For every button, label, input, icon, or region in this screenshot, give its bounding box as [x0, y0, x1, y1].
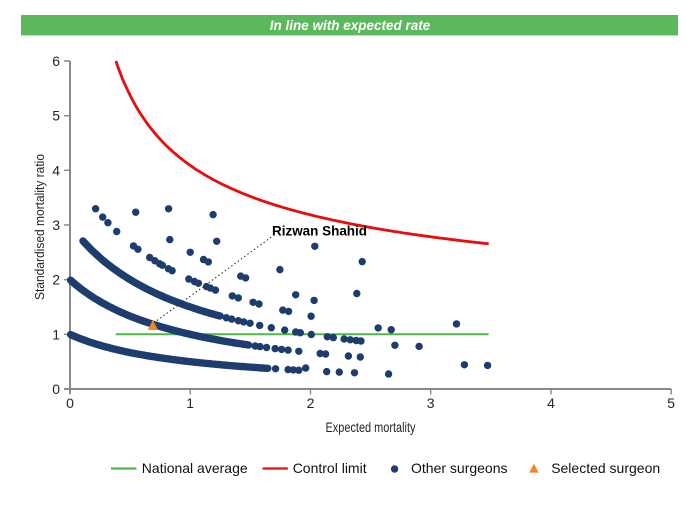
- svg-text:0: 0: [66, 395, 74, 411]
- svg-text:1: 1: [186, 395, 194, 411]
- svg-text:Other surgeons: Other surgeons: [411, 460, 508, 476]
- svg-text:Standardised mortality ratio: Standardised mortality ratio: [32, 154, 47, 300]
- svg-text:3: 3: [52, 217, 60, 233]
- svg-text:3: 3: [427, 395, 435, 411]
- svg-text:2: 2: [52, 272, 60, 288]
- svg-text:0: 0: [52, 381, 60, 397]
- svg-text:Selected surgeon: Selected surgeon: [551, 460, 660, 476]
- svg-text:In line with expected rate: In line with expected rate: [270, 18, 431, 33]
- svg-text:National average: National average: [142, 460, 248, 476]
- svg-text:Rizwan Shahid: Rizwan Shahid: [272, 223, 367, 239]
- svg-text:5: 5: [667, 395, 675, 411]
- svg-text:Control limit: Control limit: [293, 460, 367, 476]
- svg-text:2: 2: [307, 395, 315, 411]
- svg-text:1: 1: [52, 326, 60, 342]
- svg-text:Expected mortality: Expected mortality: [326, 420, 416, 435]
- svg-text:4: 4: [547, 395, 555, 411]
- svg-text:6: 6: [52, 53, 60, 69]
- svg-text:4: 4: [52, 162, 60, 178]
- svg-text:5: 5: [52, 108, 60, 124]
